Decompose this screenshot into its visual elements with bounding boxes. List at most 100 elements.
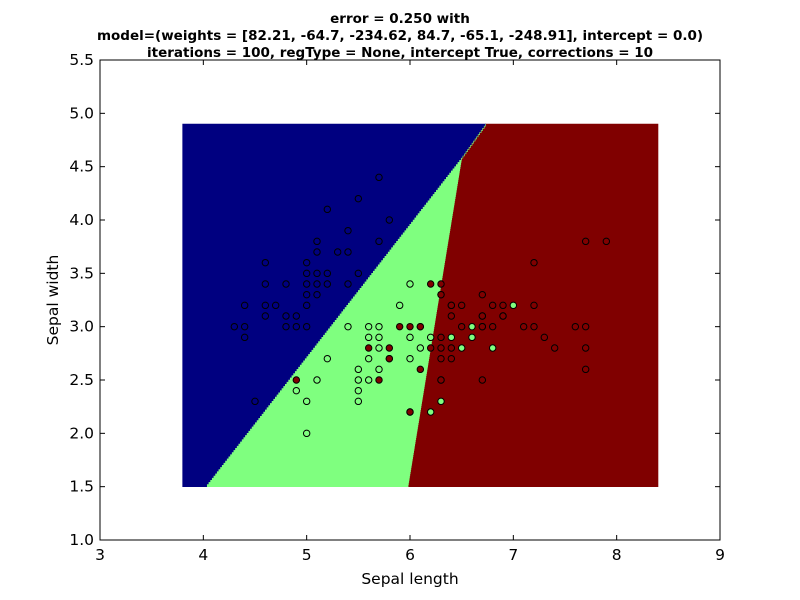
y-tick-label: 5.0 (69, 104, 94, 122)
data-point (302, 397, 311, 406)
data-point (344, 322, 352, 331)
data-point (395, 322, 404, 331)
data-point (457, 322, 466, 331)
data-point (313, 269, 321, 278)
data-point (385, 216, 394, 224)
data-point (375, 333, 383, 342)
x-tick-label: 5 (302, 546, 312, 564)
data-point (540, 333, 549, 342)
data-point (530, 322, 538, 331)
y-axis-label: Sepal width (44, 255, 62, 346)
data-point (581, 322, 590, 331)
data-point (313, 237, 321, 246)
data-point (344, 280, 352, 288)
data-point (323, 205, 332, 214)
data-point (499, 301, 507, 310)
data-point (261, 280, 270, 288)
data-point (364, 333, 373, 342)
data-point (437, 290, 445, 299)
data-point (447, 344, 456, 352)
data-point (354, 365, 363, 374)
data-point (488, 344, 497, 352)
data-point (488, 322, 497, 331)
data-point (447, 333, 456, 342)
y-tick-label: 5.5 (69, 51, 94, 69)
data-point (406, 322, 414, 331)
data-point (375, 344, 383, 352)
y-tick-label: 2.5 (69, 371, 94, 389)
data-point (302, 258, 311, 267)
data-point (240, 301, 249, 310)
data-point (406, 408, 414, 416)
title-line-2: model=(weights = [82.21, -64.7, -234.62,… (97, 28, 703, 44)
data-point (457, 344, 466, 352)
data-point (447, 312, 456, 320)
data-point (354, 376, 363, 384)
data-point (447, 354, 456, 363)
data-point (292, 312, 301, 320)
y-tick-label: 4.0 (69, 211, 94, 229)
data-point (282, 280, 290, 288)
data-point (302, 429, 311, 438)
data-point (282, 322, 290, 331)
data-point (344, 226, 352, 235)
data-point (406, 333, 414, 342)
y-tick-label: 3.5 (69, 264, 94, 282)
x-tick-label: 3 (95, 546, 105, 564)
data-point (302, 269, 311, 278)
data-point (395, 301, 404, 310)
data-point (416, 365, 425, 374)
data-point (375, 322, 383, 331)
data-point (375, 365, 383, 374)
data-point (313, 280, 321, 288)
data-point (302, 301, 311, 310)
data-point (437, 397, 445, 406)
data-point (354, 386, 363, 395)
data-point (457, 301, 466, 310)
data-point (364, 344, 373, 352)
title-line-3: iterations = 100, regType = None, interc… (147, 45, 653, 61)
data-point (468, 333, 476, 342)
data-point (602, 237, 611, 246)
x-tick-label: 8 (612, 546, 622, 564)
data-point (437, 376, 445, 384)
data-point (478, 322, 487, 331)
data-point (406, 354, 414, 363)
data-point (282, 312, 290, 320)
data-point (364, 354, 373, 363)
title-line-1: error = 0.250 with (330, 11, 470, 27)
data-point (271, 301, 280, 310)
data-point (333, 248, 342, 256)
data-point (251, 397, 259, 406)
data-point (313, 290, 321, 299)
data-point (478, 376, 487, 384)
y-tick-label: 3.0 (69, 318, 94, 336)
data-point (519, 322, 528, 331)
data-point (354, 269, 363, 278)
data-point (426, 280, 435, 288)
data-point (437, 333, 445, 342)
data-point (468, 322, 476, 331)
data-point (240, 322, 249, 331)
data-point (302, 290, 311, 299)
data-point (426, 344, 435, 352)
data-point (499, 312, 507, 320)
data-point (292, 376, 301, 384)
y-tick-label: 1.0 (69, 531, 94, 549)
data-point (406, 280, 414, 288)
data-point (385, 344, 394, 352)
x-tick-label: 6 (405, 546, 415, 564)
data-points (230, 173, 611, 438)
data-point (323, 354, 332, 363)
data-point (426, 408, 435, 416)
chart-title: error = 0.250 with model=(weights = [82.… (97, 11, 703, 61)
data-point (581, 237, 590, 246)
data-point (364, 376, 373, 384)
data-point (230, 322, 239, 331)
data-point (385, 354, 394, 363)
data-point (344, 248, 352, 256)
data-point (261, 312, 270, 320)
x-axis-label: Sepal length (361, 570, 458, 588)
x-axis: 3 4 5 6 7 8 9 (95, 60, 725, 564)
